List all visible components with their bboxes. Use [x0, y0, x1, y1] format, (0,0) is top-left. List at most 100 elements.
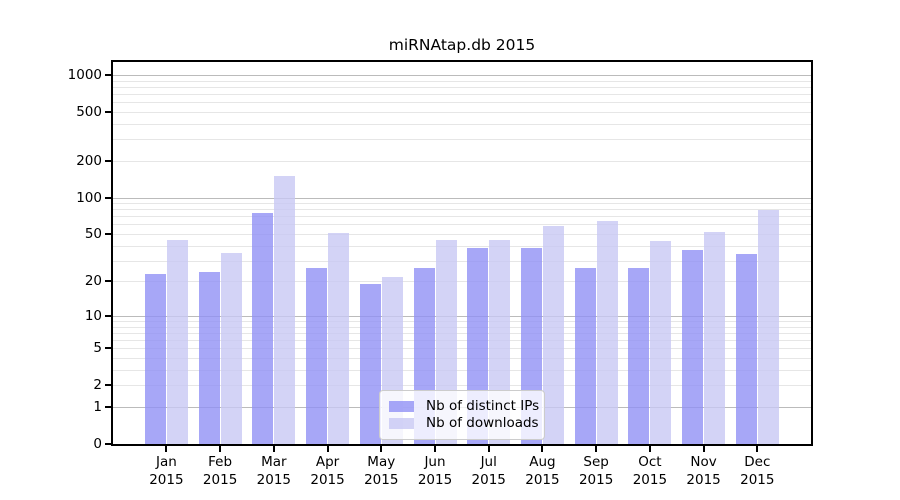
gridline-50 [113, 234, 811, 235]
gridline-80 [113, 209, 811, 211]
bar-nb-of-downloads-jan-2015 [166, 239, 188, 444]
y-tick-2 [105, 384, 111, 387]
x-tick-label-aug-2015: Aug 2015 [525, 454, 560, 488]
legend-label-downloads: Nb of downloads [426, 415, 539, 431]
bar-nb-of-distinct-ips-sep-2015 [574, 268, 596, 444]
bar-nb-of-downloads-apr-2015 [328, 233, 350, 444]
gridline-100 [113, 197, 811, 199]
x-tick-label-may-2015: May 2015 [364, 454, 399, 488]
x-tick-3 [272, 446, 275, 452]
bar-nb-of-downloads-dec-2015 [757, 210, 779, 444]
x-tick-label-feb-2015: Feb 2015 [202, 454, 238, 488]
y-tick-label-200: 200 [76, 152, 102, 169]
x-tick-label-sep-2015: Sep 2015 [578, 454, 614, 488]
x-tick-6 [434, 446, 436, 452]
gridline-600 [113, 102, 811, 104]
gridline-500 [113, 111, 811, 113]
bar-nb-of-distinct-ips-apr-2015 [306, 268, 328, 444]
y-tick-10 [105, 314, 111, 317]
x-tick-8 [541, 446, 544, 452]
bar-nb-of-downloads-mar-2015 [274, 176, 296, 444]
gridline-8 [113, 326, 811, 328]
x-tick-label-mar-2015: Mar 2015 [256, 454, 291, 488]
y-tick-label-2: 2 [93, 377, 102, 394]
gridline-700 [113, 94, 811, 96]
x-tick-label-nov-2015: Nov 2015 [686, 454, 721, 488]
gridline-6 [113, 340, 811, 342]
x-tick-11 [702, 446, 705, 452]
y-tick-50 [105, 233, 111, 235]
gridline-4 [113, 358, 811, 360]
bar-nb-of-downloads-feb-2015 [220, 252, 242, 444]
y-tick-1000 [105, 74, 111, 76]
x-tick-label-apr-2015: Apr 2015 [310, 454, 345, 488]
legend-label-distinct-ips: Nb of distinct IPs [426, 398, 540, 414]
y-tick-label-5: 5 [93, 340, 102, 357]
chart-title: miRNAtap.db 2015 [388, 36, 536, 54]
x-tick-label-jul-2015: Jul 2015 [471, 454, 506, 488]
y-tick-label-20: 20 [84, 273, 102, 290]
y-tick-1 [105, 405, 111, 408]
y-tick-0 [105, 443, 111, 445]
x-tick-label-jun-2015: Jun 2015 [417, 454, 453, 488]
y-tick-label-100: 100 [76, 189, 102, 206]
bar-nb-of-distinct-ips-mar-2015 [252, 212, 274, 444]
bar-nb-of-distinct-ips-may-2015 [359, 284, 381, 444]
legend-item-downloads: Nb of downloads [389, 415, 539, 431]
x-tick-label-jan-2015: Jan 2015 [149, 454, 184, 488]
bar-nb-of-downloads-nov-2015 [704, 231, 726, 444]
gridline-3 [113, 369, 811, 371]
plot-area [111, 60, 813, 446]
x-tick-4 [326, 446, 329, 452]
x-tick-5 [380, 446, 383, 452]
gridline-900 [113, 80, 811, 82]
x-tick-12 [756, 446, 759, 452]
gridline-200 [113, 160, 811, 162]
x-tick-7 [487, 446, 490, 452]
legend-swatch-distinct-ips [389, 400, 414, 412]
gridline-9 [113, 321, 811, 323]
y-tick-label-10: 10 [84, 307, 102, 324]
gridline-2 [113, 385, 811, 387]
y-tick-100 [105, 196, 111, 199]
x-tick-label-oct-2015: Oct 2015 [632, 454, 668, 488]
y-tick-500 [105, 110, 111, 113]
bar-nb-of-downloads-sep-2015 [596, 221, 618, 444]
gridline-20 [113, 281, 811, 283]
gridline-1000 [113, 75, 811, 76]
y-tick-20 [105, 280, 111, 283]
gridline-800 [113, 86, 811, 88]
bar-nb-of-downloads-oct-2015 [650, 240, 672, 444]
x-tick-10 [648, 446, 651, 452]
y-tick-label-1000: 1000 [67, 67, 102, 83]
y-tick-label-1: 1 [93, 398, 102, 415]
y-tick-label-0: 0 [93, 436, 102, 452]
gridline-400 [113, 123, 811, 125]
bar-nb-of-distinct-ips-jan-2015 [144, 274, 166, 444]
bar-nb-of-downloads-aug-2015 [542, 226, 564, 444]
legend-item-distinct-ips: Nb of distinct IPs [389, 398, 540, 414]
gridline-90 [113, 203, 811, 205]
bar-nb-of-distinct-ips-feb-2015 [198, 272, 220, 444]
gridline-30 [113, 260, 811, 262]
bar-nb-of-distinct-ips-nov-2015 [682, 249, 704, 444]
y-tick-200 [105, 159, 111, 162]
y-tick-5 [105, 347, 111, 350]
gridline-5 [113, 348, 811, 350]
x-tick-2 [219, 446, 222, 452]
y-tick-label-50: 50 [84, 226, 102, 242]
gridline-10 [113, 315, 811, 317]
gridline-60 [113, 224, 811, 226]
x-tick-label-dec-2015: Dec 2015 [740, 454, 775, 488]
x-tick-9 [595, 446, 598, 452]
bar-nb-of-distinct-ips-oct-2015 [628, 268, 650, 444]
gridline-7 [113, 332, 811, 334]
legend: Nb of distinct IPs Nb of downloads [379, 390, 545, 440]
bar-nb-of-distinct-ips-dec-2015 [735, 254, 757, 444]
legend-swatch-downloads [389, 417, 414, 429]
y-tick-label-500: 500 [76, 103, 102, 120]
gridline-40 [113, 245, 811, 247]
gridline-300 [113, 139, 811, 141]
gridline-70 [113, 216, 811, 218]
